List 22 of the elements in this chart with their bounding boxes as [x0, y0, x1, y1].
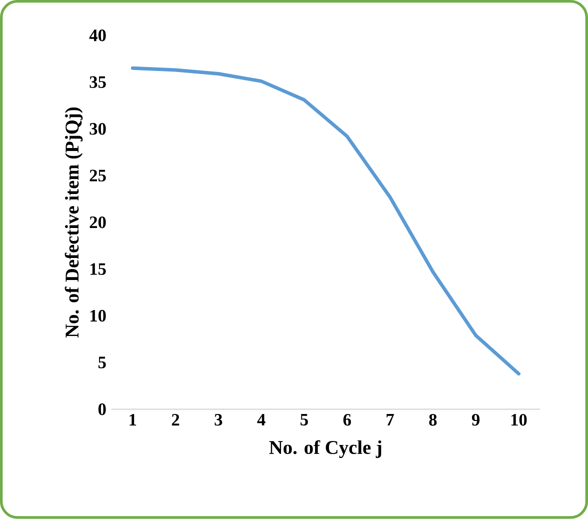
y-tick-label: 30	[90, 123, 106, 135]
x-tick-label: 5	[300, 414, 308, 426]
x-tick-label: 4	[257, 414, 266, 426]
line-series	[130, 66, 520, 376]
y-tick-label: 5	[98, 356, 106, 368]
x-axis-title: No. of Cycle j	[269, 440, 382, 458]
y-tick-label: 10	[90, 310, 106, 322]
y-tick-label: 40	[89, 30, 106, 42]
y-axis-title: No. of Defective item (PjQj)	[64, 108, 83, 338]
x-tick-label: 10	[511, 414, 527, 426]
x-tick-label: 3	[214, 414, 222, 426]
y-tick-label: 35	[90, 76, 106, 88]
y-tick-label: 25	[90, 170, 106, 182]
y-tick-label: 0	[98, 403, 106, 416]
x-tick-label: 8	[429, 414, 437, 426]
x-tick-label: 1	[130, 414, 136, 426]
y-tick-label: 15	[90, 263, 106, 275]
x-tick-label: 6	[343, 414, 351, 426]
x-tick-label: 9	[472, 414, 480, 426]
y-tick-label: 20	[90, 216, 106, 228]
x-tick-label: 2	[172, 414, 180, 426]
x-tick-label: 7	[386, 414, 394, 426]
